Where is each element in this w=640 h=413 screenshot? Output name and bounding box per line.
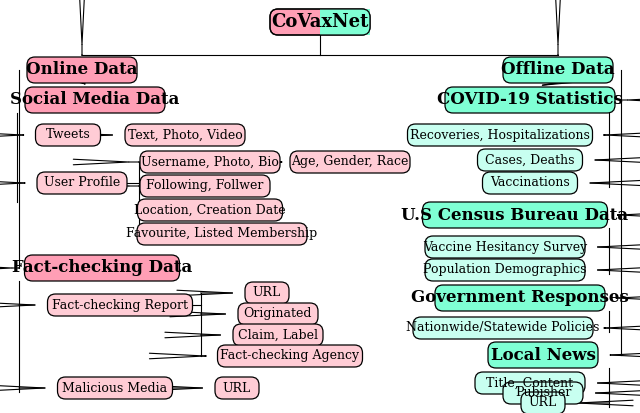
Text: Malicious Media: Malicious Media — [63, 382, 168, 394]
Text: Claim, Label: Claim, Label — [238, 328, 318, 342]
Text: URL: URL — [529, 396, 557, 410]
Text: Social Media Data: Social Media Data — [10, 92, 180, 109]
FancyBboxPatch shape — [425, 259, 585, 281]
FancyBboxPatch shape — [47, 294, 193, 316]
FancyBboxPatch shape — [475, 372, 585, 394]
Text: Offline Data: Offline Data — [501, 62, 615, 78]
Text: Location, Creation Date: Location, Creation Date — [134, 204, 286, 216]
Text: Online Data: Online Data — [26, 62, 138, 78]
FancyBboxPatch shape — [245, 282, 289, 304]
FancyBboxPatch shape — [218, 345, 362, 367]
FancyBboxPatch shape — [215, 377, 259, 399]
FancyBboxPatch shape — [521, 392, 565, 413]
FancyBboxPatch shape — [290, 151, 410, 173]
FancyBboxPatch shape — [425, 236, 585, 258]
Text: Fact-checking Report: Fact-checking Report — [52, 299, 188, 311]
FancyBboxPatch shape — [413, 317, 593, 339]
FancyBboxPatch shape — [35, 124, 100, 146]
Text: CoVaxNet: CoVaxNet — [271, 13, 369, 31]
Text: Pubisher: Pubisher — [515, 387, 571, 399]
FancyBboxPatch shape — [37, 172, 127, 194]
Text: URL: URL — [253, 287, 281, 299]
FancyBboxPatch shape — [140, 175, 270, 197]
Text: Vaccinations: Vaccinations — [490, 176, 570, 190]
Text: Tweets: Tweets — [45, 128, 90, 142]
Text: Nationwide/Statewide Policies: Nationwide/Statewide Policies — [406, 321, 600, 335]
Text: Title, Content: Title, Content — [486, 377, 573, 389]
Text: Fact-checking Agency: Fact-checking Agency — [220, 349, 360, 363]
Text: Local News: Local News — [491, 347, 595, 363]
FancyBboxPatch shape — [24, 255, 179, 281]
FancyBboxPatch shape — [137, 223, 307, 245]
Text: User Profile: User Profile — [44, 176, 120, 190]
Text: Recoveries, Hospitalizations: Recoveries, Hospitalizations — [410, 128, 590, 142]
FancyBboxPatch shape — [238, 303, 318, 325]
FancyBboxPatch shape — [25, 87, 165, 113]
FancyBboxPatch shape — [503, 57, 613, 83]
FancyBboxPatch shape — [140, 151, 280, 173]
FancyBboxPatch shape — [27, 57, 137, 83]
Text: Username, Photo, Bio: Username, Photo, Bio — [141, 156, 279, 169]
FancyBboxPatch shape — [408, 124, 593, 146]
FancyBboxPatch shape — [435, 285, 605, 311]
Text: Following, Follwer: Following, Follwer — [147, 180, 264, 192]
Text: Text, Photo, Video: Text, Photo, Video — [127, 128, 243, 142]
Text: Favourite, Listed Membership: Favourite, Listed Membership — [126, 228, 317, 240]
FancyBboxPatch shape — [58, 377, 173, 399]
Text: Cases, Deaths: Cases, Deaths — [485, 154, 575, 166]
Text: Originated: Originated — [244, 308, 312, 320]
Text: COVID-19 Statistics: COVID-19 Statistics — [437, 92, 623, 109]
Text: U.S Census Bureau Data: U.S Census Bureau Data — [401, 206, 628, 223]
Text: URL: URL — [223, 382, 251, 394]
FancyBboxPatch shape — [477, 149, 582, 171]
FancyBboxPatch shape — [488, 342, 598, 368]
Text: Population Demographics: Population Demographics — [423, 263, 587, 276]
Text: Government Responses: Government Responses — [411, 290, 629, 306]
FancyBboxPatch shape — [503, 382, 583, 404]
FancyBboxPatch shape — [483, 172, 577, 194]
FancyBboxPatch shape — [138, 199, 282, 221]
Text: Fact-checking Data: Fact-checking Data — [12, 259, 192, 276]
FancyBboxPatch shape — [320, 9, 370, 35]
FancyBboxPatch shape — [233, 324, 323, 346]
FancyBboxPatch shape — [270, 9, 370, 35]
FancyBboxPatch shape — [125, 124, 245, 146]
FancyBboxPatch shape — [422, 202, 607, 228]
FancyBboxPatch shape — [445, 87, 615, 113]
Text: Vaccine Hesitancy Survey: Vaccine Hesitancy Survey — [423, 240, 587, 254]
Text: Age, Gender, Race: Age, Gender, Race — [291, 156, 409, 169]
